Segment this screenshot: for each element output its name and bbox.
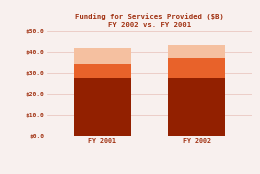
Title: Funding for Services Provided ($B)
FY 2002 vs. FY 2001: Funding for Services Provided ($B) FY 20… — [75, 13, 224, 28]
Bar — [168, 58, 225, 78]
Bar — [168, 45, 225, 58]
Bar — [74, 78, 131, 136]
Bar — [74, 64, 131, 78]
Bar — [168, 78, 225, 136]
Bar — [74, 48, 131, 64]
